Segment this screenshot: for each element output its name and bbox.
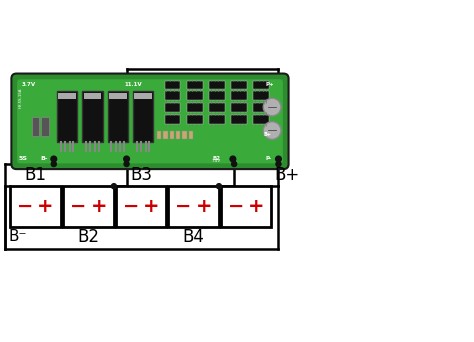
Text: B+: B+ [274, 166, 299, 184]
Circle shape [51, 156, 56, 162]
Circle shape [263, 98, 281, 116]
Text: B4: B4 [438, 156, 446, 161]
Circle shape [232, 161, 237, 167]
Bar [187, 91, 202, 100]
Circle shape [124, 161, 129, 167]
Bar [32, 117, 39, 135]
Bar [187, 115, 202, 124]
Text: +: + [37, 197, 54, 216]
Text: P-: P- [266, 156, 272, 161]
Bar [10, 186, 61, 227]
Bar [187, 80, 202, 89]
FancyBboxPatch shape [11, 74, 289, 169]
Text: −: − [17, 197, 34, 216]
Text: 11.1V: 11.1V [124, 82, 142, 87]
Bar [82, 91, 102, 142]
Bar [253, 115, 269, 124]
Bar [253, 80, 269, 89]
Bar [164, 80, 181, 89]
Bar [134, 93, 152, 99]
Circle shape [217, 184, 221, 189]
Text: B2: B2 [78, 228, 100, 246]
Circle shape [263, 122, 281, 139]
Bar [164, 103, 181, 111]
Text: B+: B+ [263, 132, 271, 136]
Text: B1: B1 [25, 166, 46, 184]
Text: B2: B2 [213, 156, 220, 161]
Bar [83, 93, 101, 99]
Bar [182, 131, 187, 139]
Bar [209, 115, 225, 124]
Bar [209, 91, 225, 100]
Bar [109, 93, 127, 99]
Text: −: − [70, 197, 87, 216]
Bar [209, 80, 225, 89]
Bar [164, 91, 181, 100]
Text: P+: P+ [266, 82, 274, 87]
Text: 3.7V: 3.7V [21, 82, 36, 87]
Text: −: − [123, 197, 139, 216]
Bar [164, 115, 181, 124]
Bar [176, 131, 181, 139]
Text: 14.8V: 14.8V [434, 159, 446, 163]
Bar [168, 186, 219, 227]
Bar [231, 80, 247, 89]
Text: B4: B4 [182, 228, 205, 246]
Text: +: + [248, 197, 264, 216]
Bar [163, 131, 168, 139]
Bar [189, 131, 193, 139]
Text: B⁻: B⁻ [9, 229, 27, 244]
Bar [253, 91, 269, 100]
Bar [221, 186, 272, 227]
Text: −: − [228, 197, 244, 216]
Bar [253, 103, 269, 111]
Text: +: + [143, 197, 159, 216]
Bar [57, 91, 77, 142]
Text: 7.4V: 7.4V [211, 159, 220, 163]
Text: +: + [91, 197, 107, 216]
Bar [170, 131, 174, 139]
Bar [231, 115, 247, 124]
Circle shape [124, 156, 129, 162]
Bar [209, 103, 225, 111]
Bar [64, 186, 114, 227]
Bar [108, 91, 128, 142]
Bar [133, 91, 153, 142]
Circle shape [51, 161, 56, 167]
Bar [58, 93, 76, 99]
Bar [157, 131, 161, 139]
Text: B3: B3 [130, 166, 152, 184]
Text: −: − [175, 197, 191, 216]
Text: +: + [196, 197, 212, 216]
Text: HX-5S-15A: HX-5S-15A [19, 88, 23, 108]
Circle shape [276, 161, 281, 167]
Circle shape [275, 156, 281, 162]
Bar [116, 186, 166, 227]
Bar [187, 103, 202, 111]
Text: B-: B- [40, 156, 48, 161]
Bar [41, 117, 49, 135]
Circle shape [439, 156, 445, 162]
Text: 5S: 5S [19, 156, 28, 161]
FancyBboxPatch shape [17, 79, 283, 163]
Bar [231, 91, 247, 100]
Circle shape [230, 156, 236, 162]
Bar [231, 103, 247, 111]
Circle shape [111, 184, 117, 189]
